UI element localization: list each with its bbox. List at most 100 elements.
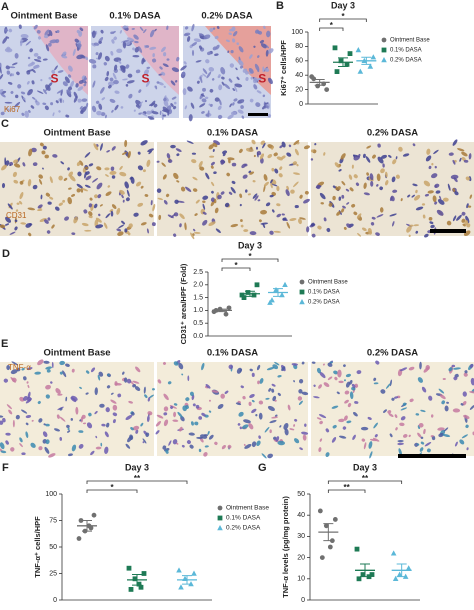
cell (256, 364, 261, 371)
cell (208, 434, 214, 440)
cell (201, 362, 205, 371)
cell (353, 155, 360, 161)
cell (33, 65, 40, 69)
cell (465, 215, 470, 224)
y-tick-label: 20 (295, 86, 303, 93)
cell (187, 375, 190, 382)
cell (71, 232, 76, 235)
cell (412, 143, 416, 147)
cell (181, 373, 184, 376)
cell (27, 179, 32, 187)
cell (151, 110, 159, 115)
cell (255, 414, 258, 417)
cell (0, 442, 5, 450)
cell (28, 232, 32, 237)
cell (19, 192, 24, 200)
cell (77, 98, 82, 103)
cell (79, 27, 84, 32)
cell (84, 184, 91, 188)
cell (438, 388, 445, 394)
cell (89, 197, 93, 201)
cell (85, 392, 89, 395)
cell (277, 375, 282, 378)
cell (400, 198, 403, 202)
cell (456, 214, 462, 221)
cell (264, 67, 270, 72)
cell (338, 169, 342, 172)
cell (461, 151, 468, 157)
cell (34, 371, 41, 375)
cell (346, 420, 352, 424)
cell (221, 76, 225, 80)
cell (117, 231, 124, 237)
cell (426, 448, 431, 453)
cell (222, 153, 226, 157)
data-point (347, 51, 353, 56)
cell (326, 227, 331, 233)
legend-marker (217, 515, 223, 521)
cell (226, 172, 230, 177)
cell (249, 54, 253, 59)
cell (399, 367, 408, 372)
cell (122, 78, 128, 81)
cell (227, 444, 232, 449)
cell (38, 418, 43, 423)
y-tick-label: 100 (45, 491, 57, 498)
cell (329, 361, 333, 364)
chart-title: Day 3 (238, 240, 262, 250)
cell (408, 366, 415, 371)
data-point (332, 45, 338, 51)
cell (88, 59, 97, 64)
cell (95, 224, 104, 229)
cell (71, 368, 75, 373)
cell (48, 42, 52, 47)
cell (192, 233, 195, 236)
cell (316, 184, 321, 190)
cell (104, 114, 107, 119)
cell (45, 366, 53, 370)
cell (452, 367, 461, 370)
cell (173, 411, 177, 418)
cell (375, 232, 380, 236)
cell (45, 44, 50, 52)
cell (417, 443, 420, 446)
cell (319, 192, 326, 200)
cell (432, 195, 437, 203)
cell (392, 189, 398, 193)
cell (459, 439, 465, 445)
cell (146, 228, 149, 234)
cell (19, 200, 23, 205)
cell (37, 56, 42, 60)
error-bar (361, 56, 372, 65)
cell (338, 418, 345, 423)
cell (170, 406, 174, 409)
cell (385, 171, 388, 178)
cell (240, 219, 243, 222)
cell (441, 400, 446, 405)
cell (365, 156, 371, 163)
micrograph (0, 359, 155, 458)
cell (316, 417, 322, 420)
cell (32, 184, 38, 190)
cell (0, 66, 2, 74)
cell (322, 363, 325, 366)
cell (132, 384, 137, 388)
micrograph (0, 139, 156, 237)
cell (388, 154, 392, 158)
cell (128, 93, 133, 99)
y-tick-label: 1.0 (193, 307, 203, 314)
cell (17, 84, 22, 89)
cell (198, 33, 205, 36)
y-tick-label: 100 (291, 29, 303, 36)
cell (356, 370, 362, 375)
data-point (392, 575, 399, 581)
cell (79, 419, 82, 422)
cell (260, 140, 266, 145)
cell (143, 69, 150, 75)
cell (450, 174, 459, 180)
cell (16, 71, 20, 76)
cell (318, 447, 322, 453)
cell (316, 367, 321, 374)
cell (149, 394, 155, 399)
cell (78, 444, 84, 449)
